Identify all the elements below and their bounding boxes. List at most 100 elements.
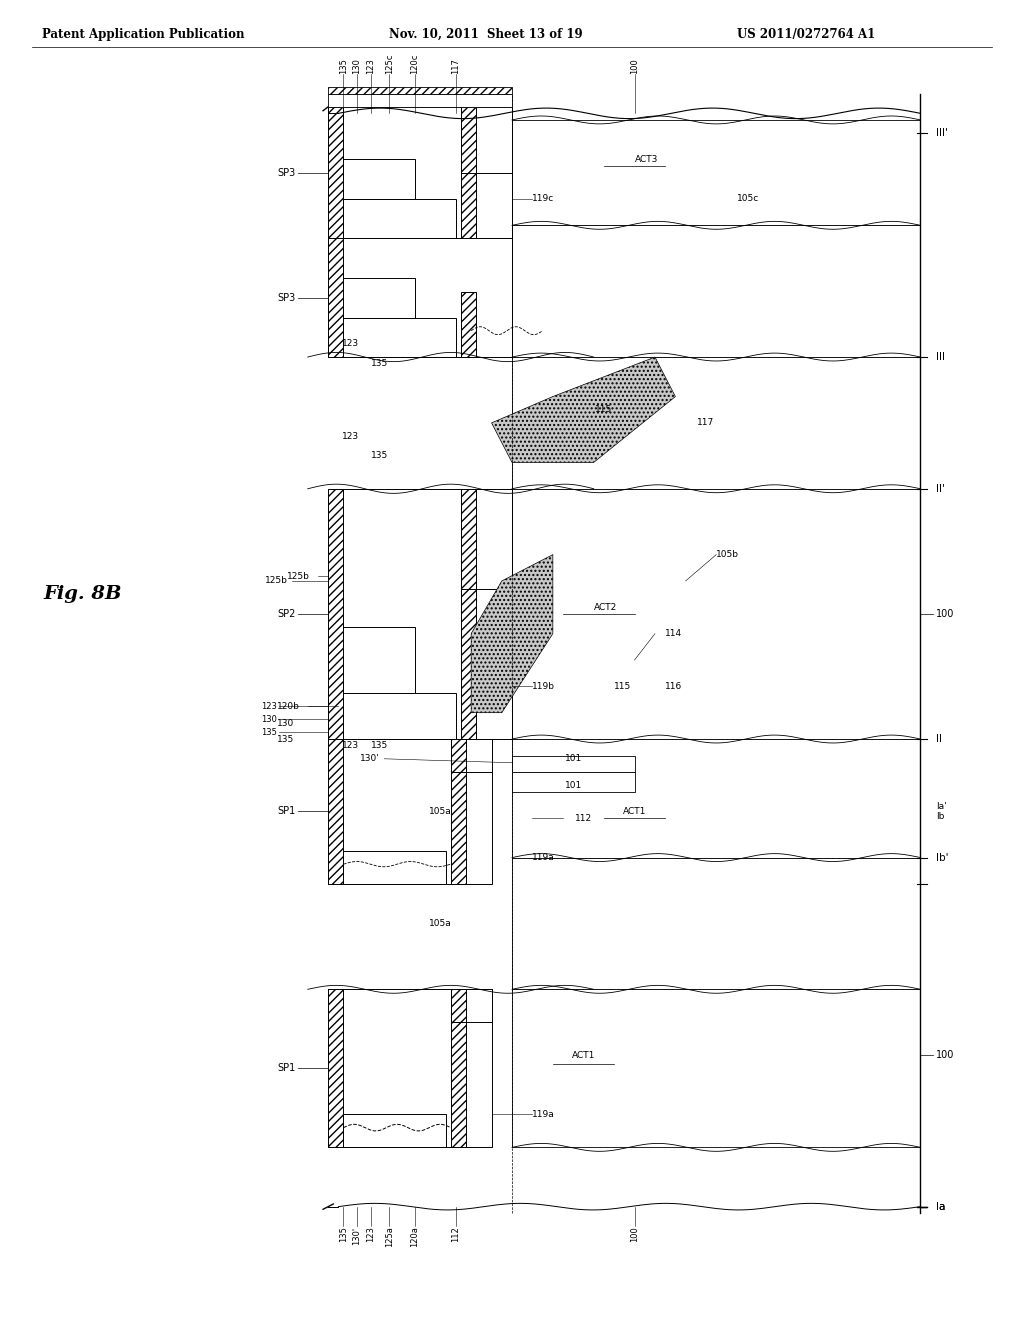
Text: 120b: 120b (278, 702, 300, 710)
Bar (343, 851, 445, 884)
Text: 130': 130' (352, 1226, 361, 1245)
Text: 135: 135 (278, 734, 294, 743)
Text: II': II' (936, 483, 945, 494)
Bar (328, 989, 343, 1147)
Text: II: II (936, 734, 942, 744)
Polygon shape (471, 554, 553, 713)
Bar (451, 989, 492, 1022)
Polygon shape (492, 356, 676, 462)
Bar (328, 739, 343, 884)
Bar (461, 292, 476, 356)
Text: 119c: 119c (532, 194, 555, 203)
Bar (512, 756, 635, 772)
Text: 101: 101 (564, 754, 582, 763)
Bar (512, 739, 921, 858)
Text: 135: 135 (261, 727, 278, 737)
Text: 114: 114 (666, 630, 682, 638)
Text: US 2011/0272764 A1: US 2011/0272764 A1 (736, 28, 874, 41)
Text: Patent Application Publication: Patent Application Publication (42, 28, 245, 41)
Bar (512, 226, 921, 356)
Bar (512, 858, 921, 989)
Text: SP1: SP1 (278, 1064, 295, 1073)
Text: 135: 135 (339, 1226, 348, 1242)
Text: 101: 101 (564, 780, 582, 789)
Bar (328, 488, 343, 739)
Bar (512, 120, 921, 226)
Text: SP3: SP3 (278, 293, 295, 302)
Bar (451, 989, 466, 1147)
Text: 115: 115 (614, 682, 632, 690)
Text: 130: 130 (352, 58, 361, 74)
Text: 123: 123 (367, 1226, 376, 1242)
Text: 100: 100 (936, 609, 954, 619)
Bar (328, 989, 492, 1147)
Text: 116: 116 (666, 682, 682, 690)
Text: 105b: 105b (716, 550, 739, 560)
Text: 105a: 105a (429, 919, 452, 928)
Text: 119a: 119a (532, 1110, 555, 1119)
Bar (451, 739, 466, 884)
Text: Ia: Ia (936, 1201, 945, 1212)
Text: 100: 100 (936, 1051, 954, 1060)
Bar (343, 318, 456, 356)
Text: 125b: 125b (288, 572, 310, 581)
Text: ACT3: ACT3 (635, 154, 658, 164)
Text: 125a: 125a (385, 1226, 394, 1247)
Text: SP1: SP1 (278, 807, 295, 817)
Text: Nov. 10, 2011  Sheet 13 of 19: Nov. 10, 2011 Sheet 13 of 19 (389, 28, 583, 41)
Text: 130: 130 (278, 718, 294, 727)
Text: 112: 112 (452, 1226, 461, 1242)
Text: 135: 135 (371, 741, 388, 750)
Text: 115: 115 (595, 405, 612, 414)
Text: 130: 130 (261, 714, 278, 723)
Bar (328, 739, 492, 884)
Text: 105a: 105a (429, 807, 452, 816)
Bar (461, 107, 476, 239)
Bar (328, 107, 343, 239)
Bar (512, 488, 921, 739)
Bar (461, 589, 476, 739)
Bar (512, 356, 921, 488)
Text: 117: 117 (697, 418, 715, 428)
Text: 100: 100 (630, 58, 639, 74)
Text: Ia'
Ib: Ia' Ib (936, 801, 946, 821)
Bar (512, 989, 921, 1147)
Text: 123: 123 (367, 58, 376, 74)
Text: 135: 135 (371, 359, 388, 368)
Text: 123: 123 (342, 339, 358, 348)
Text: 105c: 105c (736, 194, 759, 203)
Bar (461, 488, 512, 589)
Text: ACT1: ACT1 (623, 807, 646, 816)
Text: 100: 100 (630, 1226, 639, 1242)
Text: SP2: SP2 (278, 609, 296, 619)
Text: 119a: 119a (532, 853, 555, 862)
Bar (328, 239, 512, 356)
Bar (328, 94, 512, 107)
Text: 119b: 119b (532, 682, 555, 690)
Bar (328, 107, 512, 239)
Bar (461, 488, 476, 589)
Text: 123: 123 (342, 741, 358, 750)
Bar (461, 107, 512, 173)
Text: Ib': Ib' (936, 853, 948, 862)
Text: 123: 123 (342, 432, 358, 441)
Bar (451, 739, 492, 772)
Text: 135: 135 (371, 451, 388, 461)
Text: 120c: 120c (411, 54, 420, 74)
Text: III': III' (936, 128, 947, 139)
Bar (343, 199, 456, 239)
Text: 123: 123 (261, 702, 278, 710)
Bar (328, 488, 512, 739)
Text: 112: 112 (574, 813, 592, 822)
Bar (343, 693, 456, 739)
Bar (512, 772, 635, 792)
Text: 135: 135 (339, 58, 348, 74)
Text: ACT1: ACT1 (571, 1051, 595, 1060)
Bar (343, 160, 415, 199)
Bar (328, 87, 512, 94)
Bar (343, 627, 415, 693)
Text: III: III (936, 352, 945, 362)
Text: Ia: Ia (936, 1201, 945, 1212)
Bar (343, 1114, 445, 1147)
Text: 117: 117 (452, 58, 461, 74)
